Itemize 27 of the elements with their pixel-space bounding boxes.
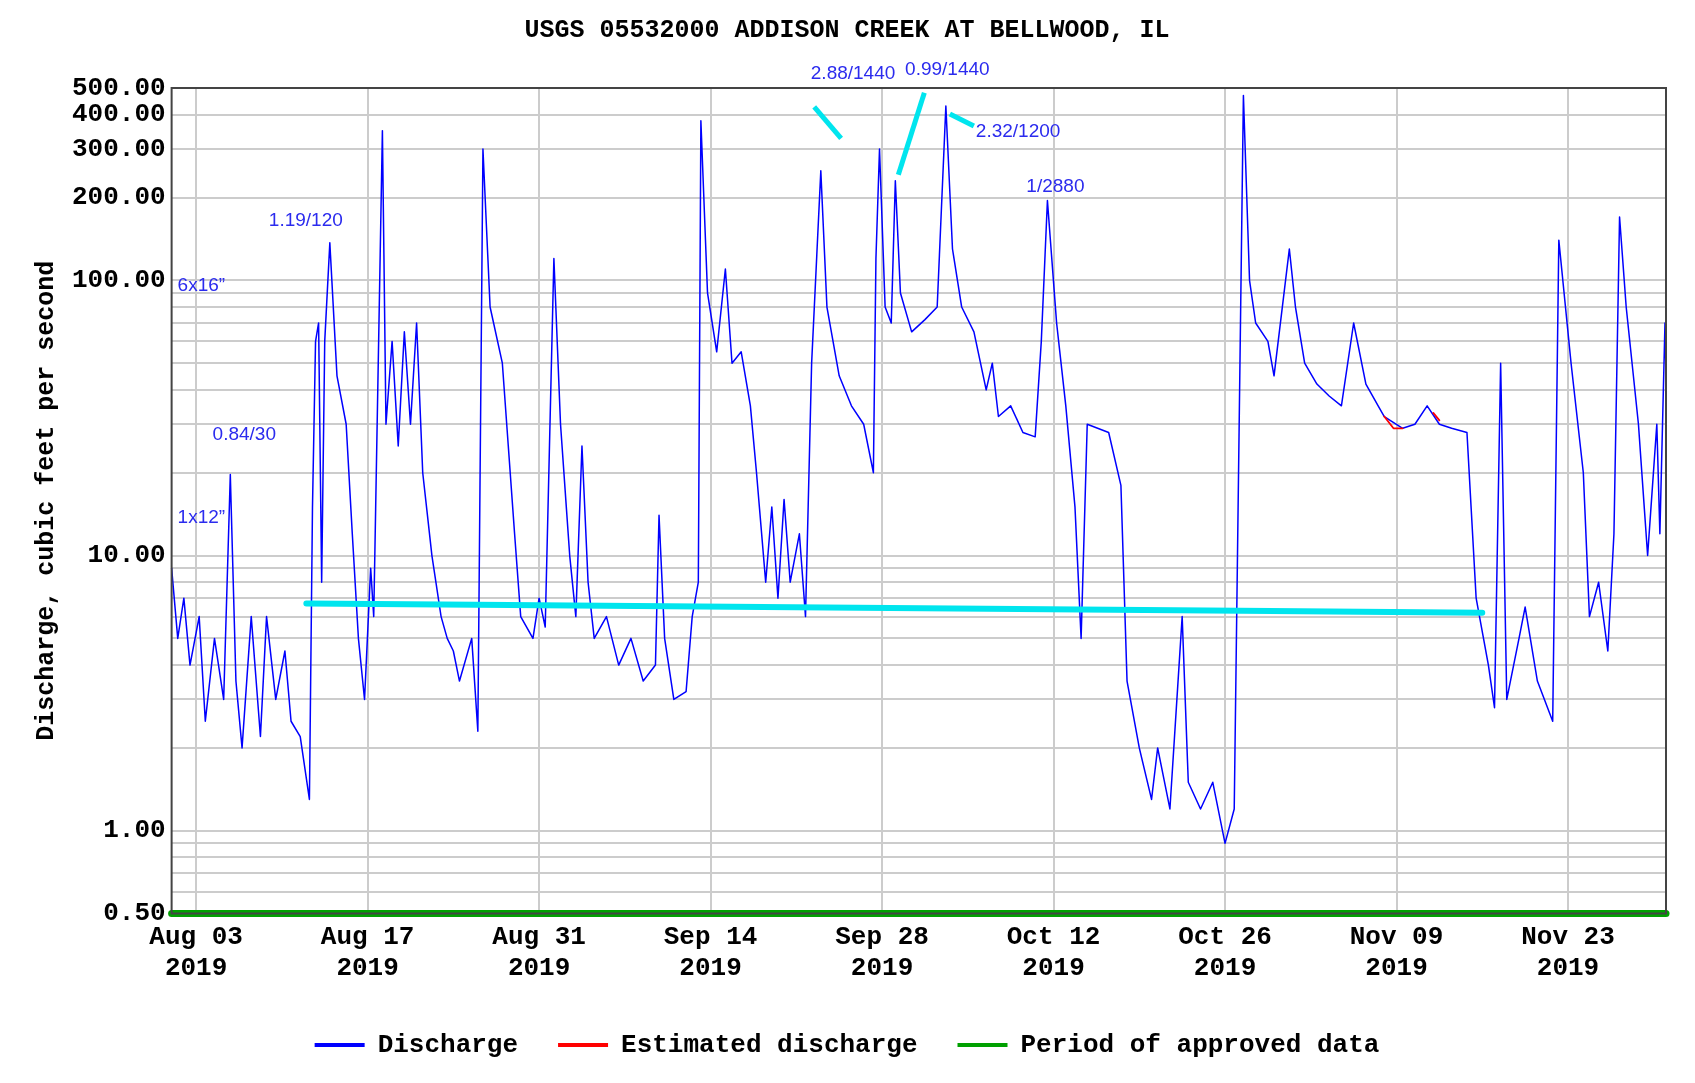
annotation: 1/2880 xyxy=(1026,174,1085,196)
annotation: 2.32/1200 xyxy=(975,120,1061,142)
annotation: 1.19/120 xyxy=(268,208,343,230)
legend-label: Estimated discharge xyxy=(621,1029,918,1060)
text: 2.88/1440 xyxy=(810,62,896,84)
x-tick-label: Aug 03 2019 xyxy=(149,921,243,983)
x-tick-label: Nov 09 2019 xyxy=(1349,921,1444,983)
legend-label: Period of approved data xyxy=(1020,1029,1380,1060)
x-tick-label: Nov 23 2019 xyxy=(1521,921,1615,983)
x-tick-label: Sep 14 2019 xyxy=(663,921,758,983)
x-tick-label: Sep 28 2019 xyxy=(835,921,929,983)
y-axis-title: Discharge, cubic feet per second xyxy=(32,260,62,741)
y-tick-label: 200.00 xyxy=(71,182,166,213)
annotation: 0.99/1440 xyxy=(905,58,990,80)
legend-label: Discharge xyxy=(377,1029,519,1060)
chart-title: USGS 05532000 ADDISON CREEK AT BELLWOOD, IL xyxy=(524,16,1170,46)
annotation: 0.84/30 xyxy=(212,422,277,444)
y-tick-label: 100.00 xyxy=(71,264,166,295)
annotation: 1x12” xyxy=(177,505,226,527)
x-tick-label: Aug 31 2019 xyxy=(492,921,586,983)
y-tick-label: 1.00 xyxy=(103,815,166,846)
annotation: 6x16” xyxy=(177,273,226,295)
x-tick-label: Aug 17 2019 xyxy=(320,921,415,983)
y-tick-label: 300.00 xyxy=(71,133,166,164)
x-tick-label: Oct 26 2019 xyxy=(1178,921,1272,983)
y-tick-label: 10.00 xyxy=(87,540,166,571)
x-tick-label: Oct 12 2019 xyxy=(1006,921,1101,983)
